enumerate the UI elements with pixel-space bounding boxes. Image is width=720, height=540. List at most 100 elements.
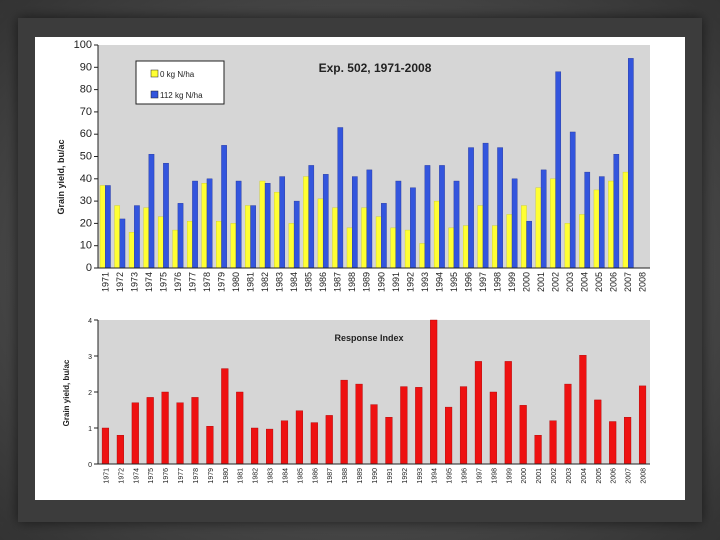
bar-ri-2005: [594, 399, 602, 465]
bar-112kg-1993: [424, 165, 431, 269]
bar-112kg-1991: [395, 180, 402, 269]
x-tick-label: 1977: [187, 272, 197, 292]
bar-112kg-1983: [279, 176, 286, 269]
x-tick-label: 1985: [297, 468, 304, 484]
bar-ri-1999: [504, 361, 512, 465]
chart-panel: 0 10 20 30 40 50 60 70 80 90 100 1971 1972 1973 1974 1…: [35, 37, 685, 500]
x-tick-label: 1975: [158, 272, 168, 292]
bar-0kg-2006: [608, 180, 614, 269]
x-tick-label: 1980: [223, 468, 230, 484]
bar-112kg-2003: [569, 131, 576, 269]
x-tick-label: 1992: [405, 272, 415, 292]
top-legend: 0 kg N/ha 112 kg N/ha: [135, 60, 225, 105]
bar-0kg-1996: [462, 225, 469, 269]
x-tick-label: 1979: [208, 468, 215, 484]
bar-0kg-1972: [114, 205, 120, 269]
x-tick-label: 1987: [333, 272, 343, 292]
bar-0kg-1971: [99, 185, 106, 269]
bar-112kg-1987: [337, 127, 344, 269]
bar-0kg-1998: [492, 225, 498, 269]
bar-112kg-1995: [453, 180, 460, 269]
x-tick-label: 1971: [100, 272, 110, 292]
x-tick-label: 2002: [551, 272, 561, 292]
bar-0kg-1982: [259, 180, 266, 269]
bar-0kg-1988: [346, 227, 353, 269]
bar-ri-1979: [206, 426, 214, 465]
bar-ri-1977: [176, 402, 184, 465]
bar-112kg-1972: [119, 218, 126, 269]
bar-ri-1982: [251, 427, 259, 465]
bar-112kg-1985: [308, 165, 315, 269]
bar-112kg-1989: [366, 169, 373, 269]
bar-112kg-1997: [482, 142, 489, 269]
x-tick-label: 1986: [318, 272, 328, 292]
x-tick-label: 1978: [193, 468, 200, 484]
top-y-axis-label: Grain yield, bu/ac: [56, 139, 66, 214]
x-tick-label: 1978: [202, 272, 212, 292]
y-tick-label: 0: [88, 462, 92, 469]
bar-0kg-1993: [419, 243, 426, 269]
bar-0kg-1986: [317, 198, 324, 269]
bar-ri-1990: [370, 404, 378, 465]
bar-0kg-1976: [172, 229, 179, 269]
bar-112kg-1976: [177, 203, 184, 269]
bar-ri-2007: [624, 417, 632, 465]
bar-ri-2003: [564, 383, 572, 465]
bar-ri-1993: [415, 387, 423, 465]
bar-ri-1992: [400, 386, 408, 465]
bar-0kg-2003: [564, 223, 571, 269]
y-tick-label: 90: [80, 61, 92, 73]
x-tick-label: 1982: [260, 272, 270, 292]
x-tick-label: 1987: [327, 468, 334, 484]
bar-0kg-1984: [288, 223, 295, 269]
y-tick-label: 100: [74, 39, 92, 51]
bar-ri-1971: [101, 427, 110, 465]
bar-0kg-1973: [128, 232, 135, 269]
bar-112kg-2005: [598, 176, 605, 269]
bar-112kg-1978: [206, 178, 213, 269]
bar-ri-2001: [534, 435, 542, 465]
bar-ri-1978: [191, 397, 199, 465]
bar-ri-1983: [266, 428, 274, 465]
bar-ri-1987: [325, 415, 333, 465]
yield-chart: 0 10 20 30 40 50 60 70 80 90 100 1971 1972 1973 1974 1…: [56, 39, 650, 292]
bar-ri-1989: [355, 383, 363, 465]
bar-ri-1994: [430, 319, 438, 465]
bar-112kg-2000: [526, 220, 532, 269]
bar-ri-2004: [579, 355, 587, 465]
x-tick-label: 1984: [282, 468, 289, 484]
bar-0kg-1999: [506, 214, 513, 269]
bar-0kg-2004: [579, 214, 585, 269]
bar-0kg-1991: [390, 227, 396, 269]
x-tick-label: 1976: [173, 272, 183, 292]
bar-0kg-1978: [201, 183, 208, 269]
x-tick-label: 1979: [216, 272, 226, 292]
x-tick-label: 2004: [581, 468, 588, 484]
bar-0kg-1983: [274, 191, 280, 269]
x-tick-label: 2003: [565, 272, 575, 292]
bar-112kg-1996: [468, 147, 474, 269]
bar-0kg-1989: [361, 207, 367, 269]
x-tick-label: 2003: [566, 468, 573, 484]
x-tick-label: 1994: [434, 272, 444, 292]
bar-112kg-1981: [250, 205, 256, 269]
bar-ri-1996: [459, 386, 468, 465]
y-tick-label: 30: [80, 195, 92, 207]
bar-0kg-1974: [143, 207, 150, 269]
x-tick-label: 1993: [420, 272, 430, 292]
y-tick-label: 0: [86, 262, 92, 274]
bar-112kg-1998: [497, 147, 503, 269]
y-tick-label: 70: [80, 106, 92, 118]
bottom-chart-title: Response Index: [334, 333, 403, 343]
x-tick-label: 1999: [507, 272, 517, 292]
bar-112kg-2006: [613, 154, 620, 269]
x-tick-label: 1990: [376, 272, 386, 292]
y-tick-label: 4: [88, 318, 92, 325]
bar-ri-1997: [474, 361, 482, 465]
x-tick-label: 2005: [596, 468, 603, 484]
legend-swatch-0kg: [150, 69, 159, 78]
x-tick-label: 1997: [478, 272, 488, 292]
bar-ri-1976: [161, 391, 169, 465]
bar-0kg-1994: [433, 200, 440, 269]
